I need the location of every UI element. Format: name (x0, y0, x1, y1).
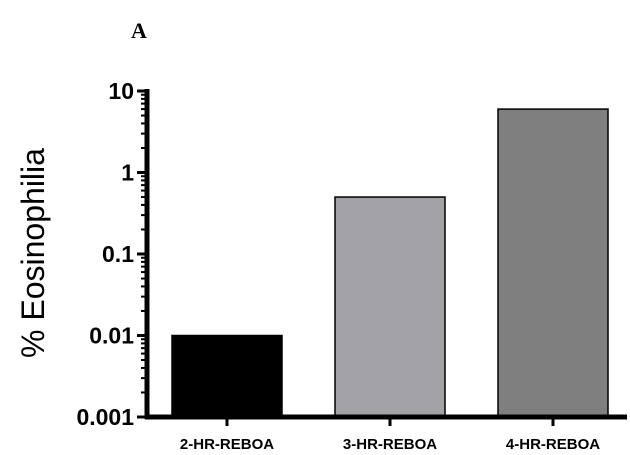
bars-group (171, 108, 609, 418)
panel-label: A (131, 18, 147, 43)
y-ticks-group: 0.001 0.01 0.1 1 10 (76, 78, 147, 430)
x-tick-label: 3-HR-REBOA (343, 436, 437, 453)
y-tick-label: 0.001 (76, 404, 134, 430)
y-tick-label: 0.1 (102, 241, 134, 267)
bar-3-hr-reboa (334, 196, 446, 418)
y-axis-label: % Eosinophilia (15, 148, 51, 358)
y-tick-label: 0.01 (89, 323, 134, 349)
y-tick-label: 1 (121, 160, 134, 186)
y-tick-label: 10 (108, 78, 134, 104)
bar-2-hr-reboa (171, 334, 283, 418)
x-ticks-group: 2-HR-REBOA 3-HR-REBOA 4-HR-REBOA (180, 417, 600, 453)
x-tick-label: 4-HR-REBOA (506, 436, 600, 453)
bar-4-hr-reboa (497, 108, 609, 418)
x-tick-label: 2-HR-REBOA (180, 436, 274, 453)
